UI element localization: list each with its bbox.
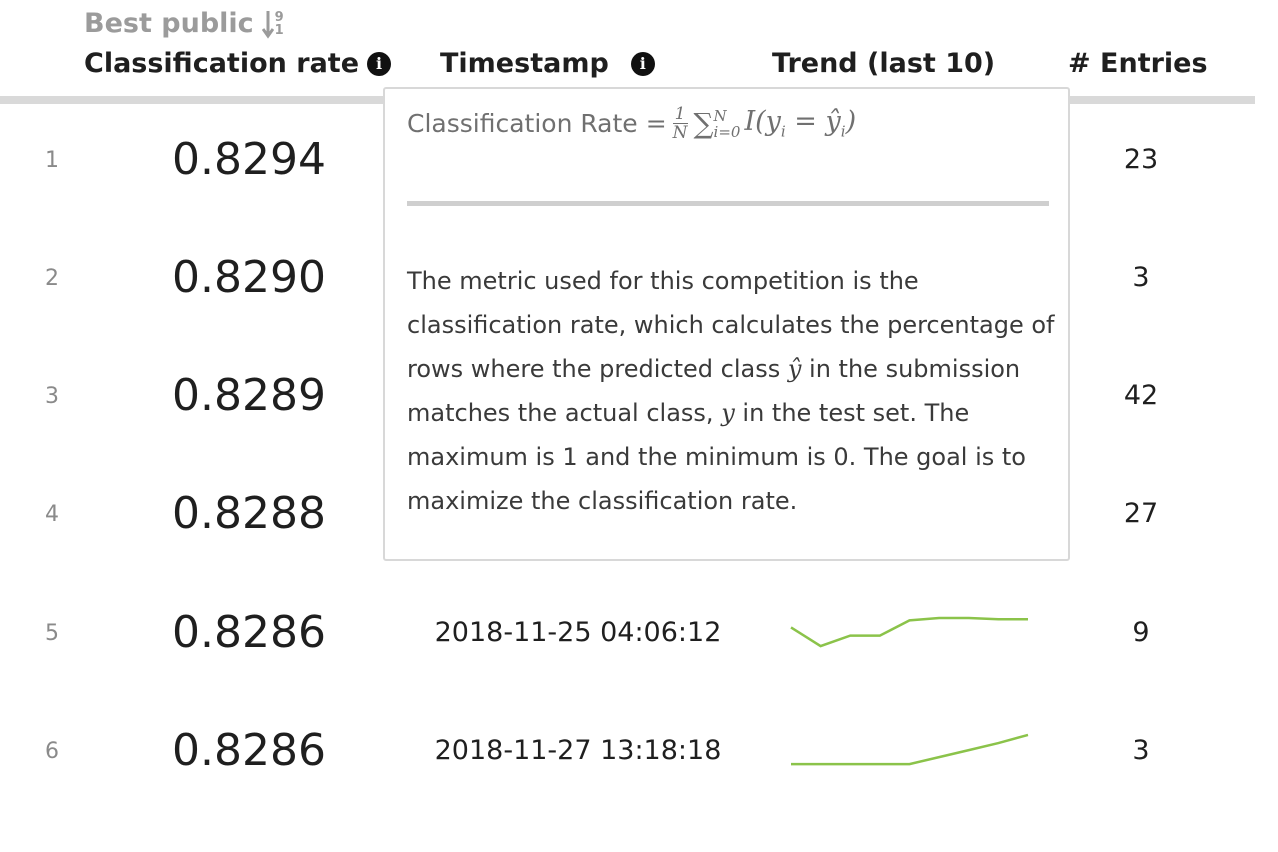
score-cell: 0.8288 xyxy=(172,488,326,539)
header-classification-rate[interactable]: Classification rate i xyxy=(84,48,392,79)
sort-numeric-descending-icon[interactable]: 9 1 xyxy=(261,9,284,39)
entries-cell: 3 xyxy=(1132,262,1150,293)
header-trend: Trend (last 10) xyxy=(772,48,995,79)
sort-icon-bottom: 1 xyxy=(274,22,284,38)
sort-icon-top: 9 xyxy=(274,9,284,25)
rank-cell: 1 xyxy=(45,148,59,173)
tooltip-line: rows where the predicted class ŷ in the … xyxy=(407,355,1021,383)
sort-label: Best public xyxy=(84,8,254,39)
y-symbol: y xyxy=(721,399,735,427)
tooltip-line: maximum is 1 and the minimum is 0. The g… xyxy=(407,443,1026,471)
rank-cell: 6 xyxy=(45,739,59,764)
entries-cell: 23 xyxy=(1123,144,1159,175)
tooltip-description: The metric used for this competition is … xyxy=(407,259,1057,523)
info-icon[interactable]: i xyxy=(367,51,392,76)
rank-cell: 4 xyxy=(45,502,59,527)
tooltip-line: matches the actual class, y in the test … xyxy=(407,399,970,427)
header-entries[interactable]: # Entries xyxy=(1068,48,1208,79)
header-timestamp[interactable]: Timestamp i xyxy=(440,48,655,79)
formula-label: Classification Rate xyxy=(407,109,638,138)
timestamp-cell: 2018-11-27 13:18:18 xyxy=(434,735,722,766)
header-trend-label: Trend (last 10) xyxy=(772,48,996,79)
info-icon[interactable]: i xyxy=(630,51,655,76)
rank-cell: 5 xyxy=(45,621,59,646)
y-hat-symbol: ŷ xyxy=(787,355,802,383)
score-cell: 0.8294 xyxy=(172,134,326,185)
score-cell: 0.8286 xyxy=(172,725,326,776)
entries-cell: 42 xyxy=(1123,380,1159,411)
trend-line xyxy=(790,616,1028,648)
rank-cell: 2 xyxy=(45,266,59,291)
score-cell: 0.8290 xyxy=(172,252,326,303)
trend-sparkline xyxy=(791,733,1029,766)
tooltip-line: classification rate, which calculates th… xyxy=(407,311,1055,339)
header-timestamp-label: Timestamp xyxy=(440,48,609,79)
entries-cell: 9 xyxy=(1132,617,1150,648)
score-cell: 0.8289 xyxy=(172,370,326,421)
entries-cell: 3 xyxy=(1132,735,1150,766)
rank-cell: 3 xyxy=(45,384,59,409)
header-score-label: Classification rate xyxy=(84,48,360,79)
trend-sparkline xyxy=(790,616,1028,648)
sort-caption[interactable]: Best public 9 1 xyxy=(84,8,284,39)
tooltip-line: The metric used for this competition is … xyxy=(407,267,919,295)
tooltip-line: maximize the classification rate. xyxy=(407,487,798,515)
timestamp-cell: 2018-11-25 04:06:12 xyxy=(434,617,722,648)
tooltip-divider xyxy=(407,201,1049,206)
trend-line xyxy=(791,733,1029,766)
formula-sum: ∑ xyxy=(693,107,714,140)
score-cell: 0.8286 xyxy=(172,607,326,658)
header-entries-label: # Entries xyxy=(1068,48,1208,79)
entries-cell: 27 xyxy=(1123,498,1159,529)
